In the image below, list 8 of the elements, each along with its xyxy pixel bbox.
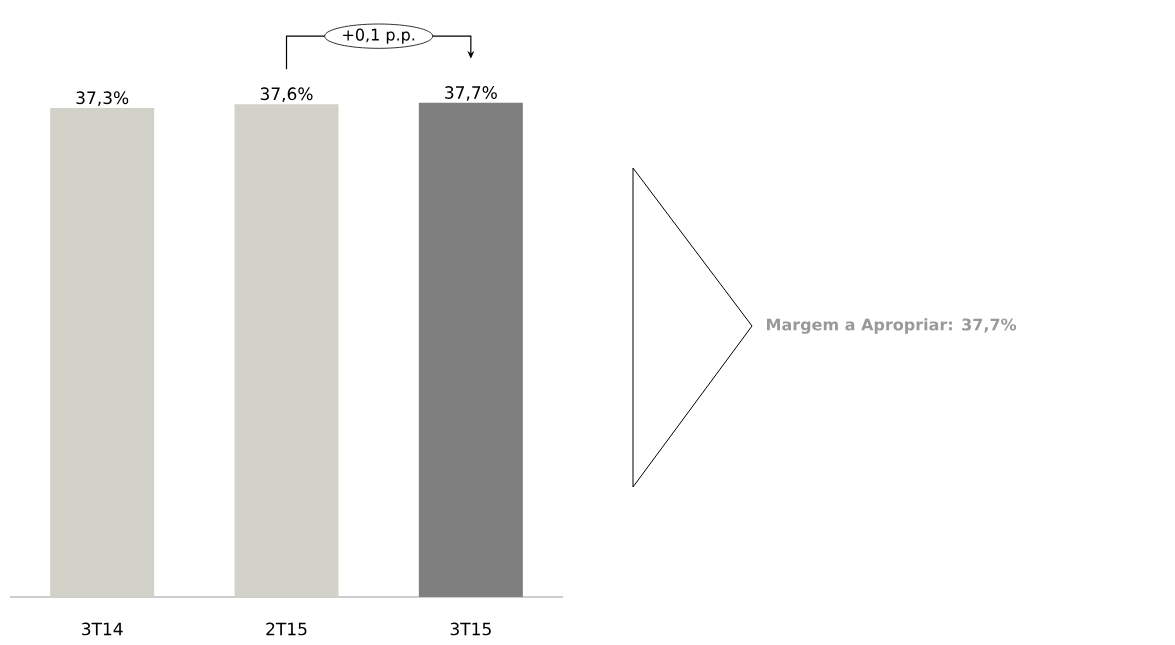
x-tick-label: 3T15: [450, 622, 491, 636]
x-tick-label: 3T14: [82, 622, 123, 636]
x-tick-label: 2T15: [266, 622, 307, 636]
text: Margem a Apropriar: 37,7%: [767, 318, 1017, 334]
text: +0,1 p.p.: [343, 28, 415, 44]
data-label: 37,7%: [445, 86, 497, 101]
data-label: 37,6%: [260, 87, 313, 102]
data-label: 37,3%: [76, 91, 129, 106]
